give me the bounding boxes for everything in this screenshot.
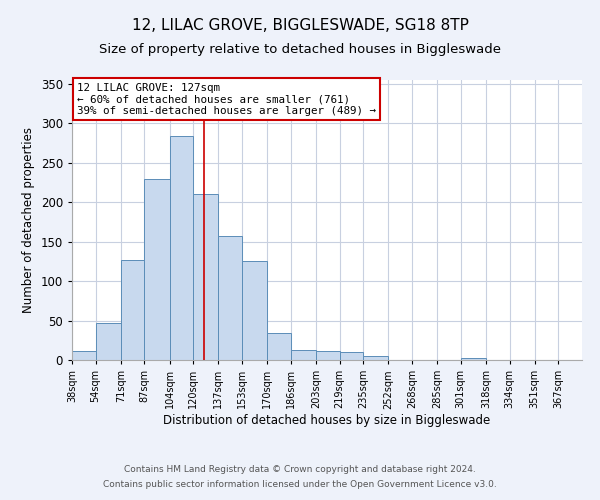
Bar: [121, 260, 145, 360]
Bar: [95, 323, 121, 360]
Text: 12, LILAC GROVE, BIGGLESWADE, SG18 8TP: 12, LILAC GROVE, BIGGLESWADE, SG18 8TP: [131, 18, 469, 32]
Bar: [461, 358, 486, 360]
Text: Contains public sector information licensed under the Open Government Licence v3: Contains public sector information licen…: [103, 480, 497, 489]
Bar: [267, 333, 291, 360]
Y-axis label: Number of detached properties: Number of detached properties: [22, 127, 35, 313]
Bar: [218, 236, 242, 360]
Bar: [340, 352, 363, 360]
Bar: [72, 352, 95, 360]
Bar: [316, 350, 340, 360]
Bar: [242, 260, 267, 360]
Bar: [363, 356, 388, 360]
Text: Size of property relative to detached houses in Biggleswade: Size of property relative to detached ho…: [99, 42, 501, 56]
X-axis label: Distribution of detached houses by size in Biggleswade: Distribution of detached houses by size …: [163, 414, 491, 427]
Bar: [193, 194, 218, 360]
Text: 12 LILAC GROVE: 127sqm
← 60% of detached houses are smaller (761)
39% of semi-de: 12 LILAC GROVE: 127sqm ← 60% of detached…: [77, 83, 376, 116]
Bar: [170, 136, 193, 360]
Bar: [291, 350, 316, 360]
Bar: [145, 178, 170, 360]
Text: Contains HM Land Registry data © Crown copyright and database right 2024.: Contains HM Land Registry data © Crown c…: [124, 465, 476, 474]
